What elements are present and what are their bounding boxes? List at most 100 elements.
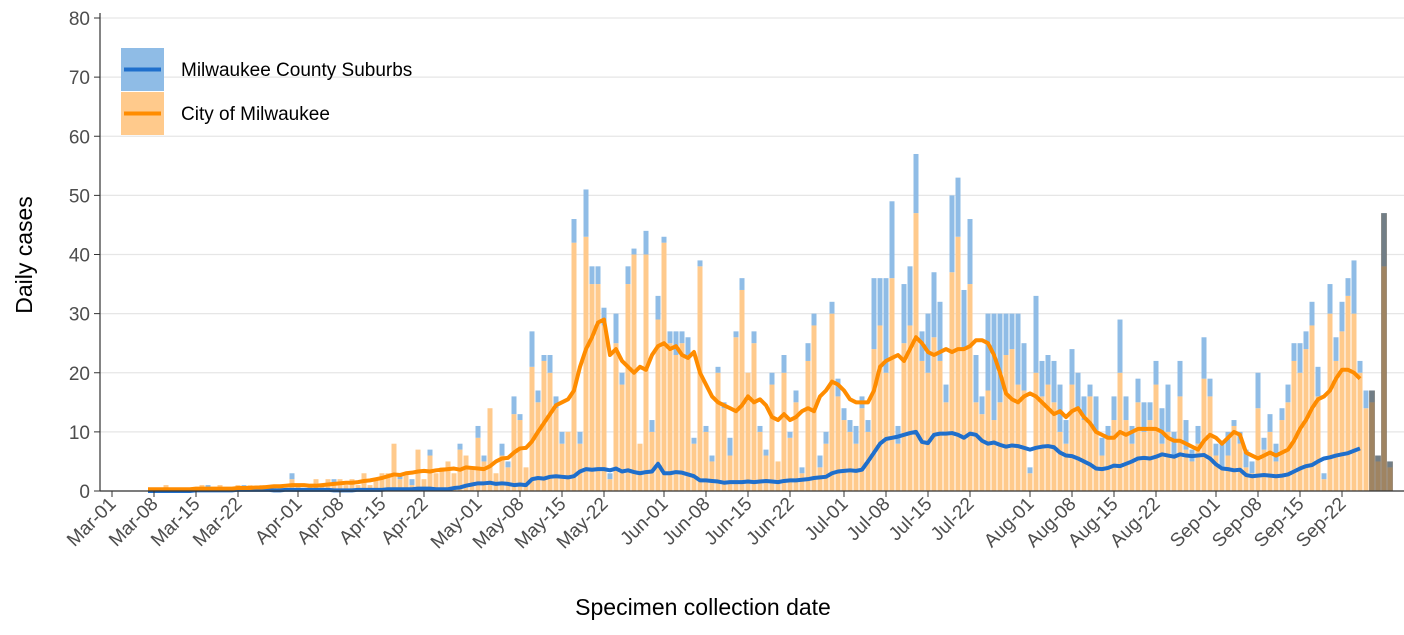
- x-tick-label: Jul-22: [927, 494, 978, 545]
- bar: [1009, 313, 1015, 350]
- bar: [445, 461, 451, 491]
- bar: [1129, 425, 1135, 444]
- bar: [577, 431, 583, 444]
- bar: [619, 384, 625, 491]
- bar: [1111, 420, 1117, 491]
- bar: [1153, 384, 1159, 491]
- incomplete-shade: [1381, 213, 1387, 492]
- bar: [679, 331, 685, 344]
- bar: [1123, 396, 1129, 421]
- bar: [1033, 295, 1039, 373]
- bar: [499, 443, 505, 456]
- bar: [781, 372, 787, 491]
- bar: [853, 425, 859, 444]
- x-tick-label: Jul-01: [801, 494, 852, 545]
- bar: [853, 443, 859, 491]
- bar: [1153, 360, 1159, 385]
- bar: [649, 431, 655, 491]
- bar: [991, 420, 997, 491]
- bar: [1333, 360, 1339, 491]
- bar: [1255, 408, 1261, 491]
- y-tick-label: 0: [79, 482, 90, 503]
- bar: [421, 479, 427, 491]
- bar: [595, 266, 601, 285]
- bar: [1135, 402, 1141, 491]
- bar: [949, 195, 955, 273]
- bar: [1093, 396, 1099, 432]
- bar: [499, 455, 505, 491]
- bar: [727, 437, 733, 456]
- bar: [427, 449, 433, 456]
- bar: [1033, 372, 1039, 491]
- bar: [763, 455, 769, 491]
- bar: [1177, 360, 1183, 397]
- bar: [1291, 360, 1297, 491]
- bar: [535, 402, 541, 491]
- bar: [1303, 331, 1309, 350]
- bar: [643, 230, 649, 255]
- y-tick-label: 30: [69, 305, 90, 326]
- bar: [553, 396, 559, 409]
- bar: [589, 284, 595, 491]
- bar: [1057, 384, 1063, 432]
- bar: [625, 284, 631, 491]
- bar: [391, 443, 397, 491]
- bar: [745, 372, 751, 491]
- bar: [985, 313, 991, 391]
- bar: [1279, 408, 1285, 421]
- bar: [901, 284, 907, 344]
- bar: [709, 455, 715, 462]
- bar: [1045, 384, 1051, 491]
- y-tick-label: 40: [69, 246, 90, 267]
- bar: [895, 443, 901, 491]
- bar: [1159, 443, 1165, 491]
- bar: [667, 331, 673, 344]
- bar: [685, 355, 691, 491]
- y-tick-label: 10: [69, 423, 90, 444]
- bar: [505, 461, 511, 468]
- bar: [955, 177, 961, 237]
- bar: [967, 219, 973, 285]
- bar: [1183, 449, 1189, 491]
- bar: [805, 360, 811, 491]
- bar: [1339, 331, 1345, 491]
- bar: [577, 443, 583, 491]
- bar: [469, 467, 475, 491]
- bar: [397, 479, 403, 491]
- bar: [1225, 455, 1231, 491]
- bar: [583, 236, 589, 491]
- bar: [1213, 443, 1219, 456]
- bar: [487, 408, 493, 491]
- bar: [787, 431, 793, 438]
- bar: [835, 396, 841, 491]
- bar: [451, 473, 457, 491]
- bar: [721, 408, 727, 491]
- bar: [973, 402, 979, 491]
- bar: [679, 343, 685, 491]
- bar: [1171, 431, 1177, 456]
- bar: [1351, 260, 1357, 314]
- bar: [715, 366, 721, 373]
- bar: [787, 437, 793, 491]
- bar: [1081, 396, 1087, 421]
- bar: [385, 473, 391, 491]
- bar: [943, 384, 949, 403]
- bar: [943, 402, 949, 491]
- bar: [823, 431, 829, 444]
- bar: [1057, 431, 1063, 491]
- bar: [691, 443, 697, 491]
- bar: [433, 473, 439, 491]
- bar: [1135, 378, 1141, 403]
- bar: [1357, 372, 1363, 491]
- bar: [739, 278, 745, 290]
- y-tick-label: 20: [69, 364, 90, 385]
- rolling-line: [148, 317, 1362, 492]
- bar: [1231, 425, 1237, 491]
- bar: [1093, 431, 1099, 491]
- bar: [685, 337, 691, 356]
- bar: [1345, 295, 1351, 491]
- bar: [517, 414, 523, 421]
- bar: [907, 325, 913, 491]
- bar: [961, 289, 967, 350]
